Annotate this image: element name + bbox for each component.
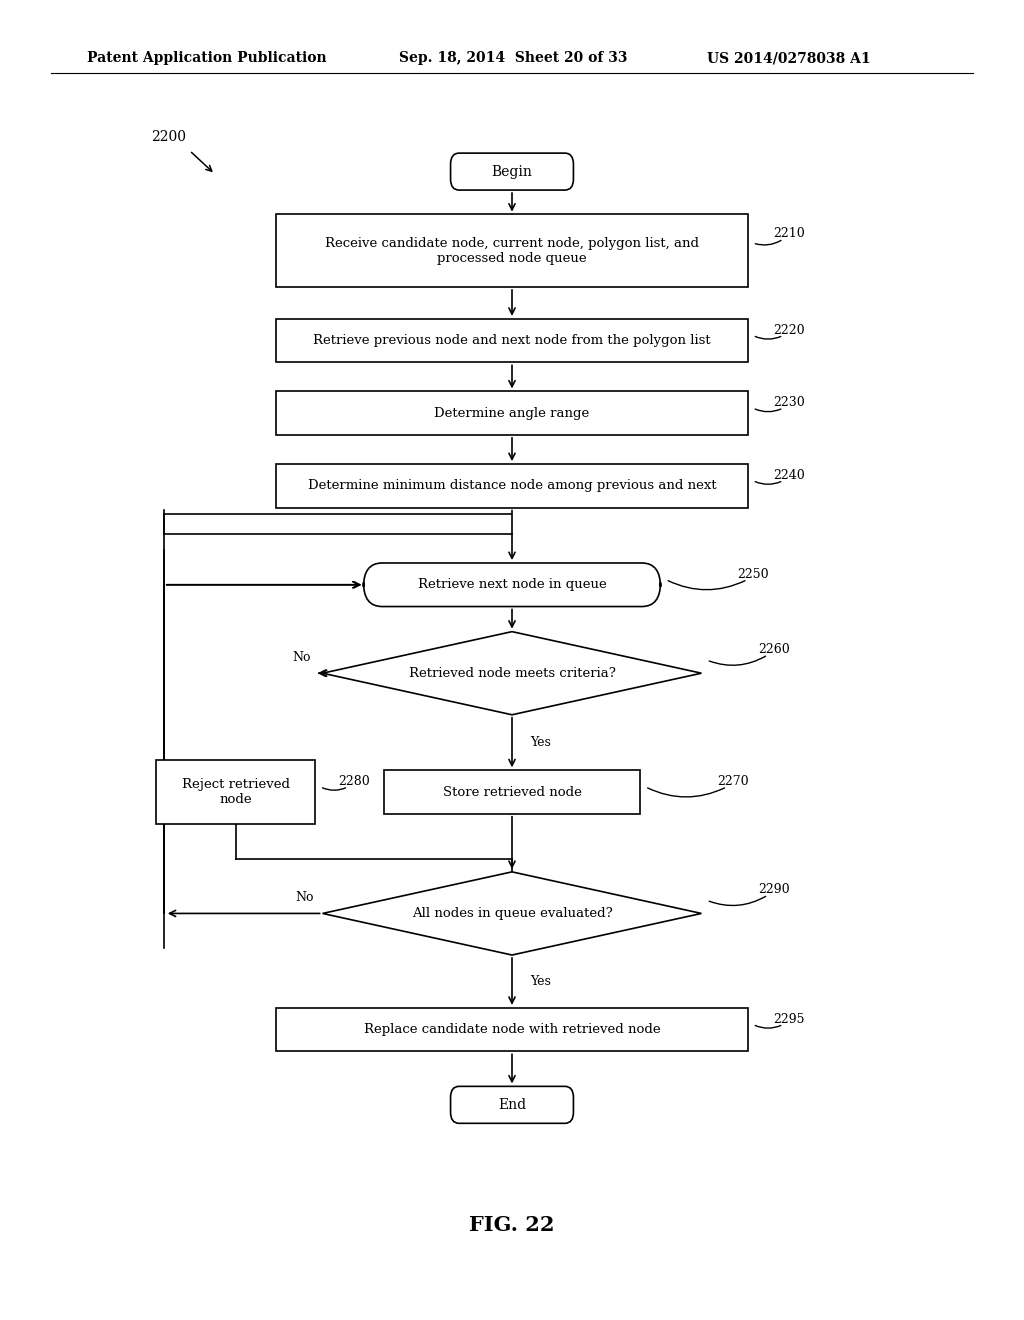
Text: Patent Application Publication: Patent Application Publication [87,51,327,65]
Text: Retrieved node meets criteria?: Retrieved node meets criteria? [409,667,615,680]
Bar [276,463,748,507]
Bar [276,318,748,362]
FancyBboxPatch shape [364,562,660,606]
Text: Yes: Yes [530,975,551,987]
Polygon shape [323,871,701,956]
Text: Begin: Begin [492,165,532,178]
FancyBboxPatch shape [451,1086,573,1123]
Text: Replace candidate node with retrieved node: Replace candidate node with retrieved no… [364,1023,660,1036]
Text: Sep. 18, 2014  Sheet 20 of 33: Sep. 18, 2014 Sheet 20 of 33 [399,51,628,65]
Text: 2270: 2270 [717,775,749,788]
Bar [276,214,748,286]
Text: 2290: 2290 [758,883,790,896]
Bar [276,391,748,434]
Text: All nodes in queue evaluated?: All nodes in queue evaluated? [412,907,612,920]
Text: Yes: Yes [530,737,551,748]
Text: 2280: 2280 [338,775,370,788]
Text: 2220: 2220 [773,323,805,337]
Text: 2200: 2200 [152,131,186,144]
Text: Receive candidate node, current node, polygon list, and
processed node queue: Receive candidate node, current node, po… [325,236,699,265]
Text: Determine angle range: Determine angle range [434,407,590,420]
Text: 2295: 2295 [773,1012,805,1026]
Polygon shape [323,632,701,715]
Text: Determine minimum distance node among previous and next: Determine minimum distance node among pr… [307,479,717,492]
Text: 2240: 2240 [773,469,805,482]
Text: 2230: 2230 [773,396,805,409]
Bar [384,771,640,813]
Text: Retrieve previous node and next node from the polygon list: Retrieve previous node and next node fro… [313,334,711,347]
Text: FIG. 22: FIG. 22 [469,1214,555,1236]
Text: Store retrieved node: Store retrieved node [442,785,582,799]
FancyBboxPatch shape [451,153,573,190]
Text: 2250: 2250 [737,568,769,581]
Text: No: No [295,891,313,904]
Text: Reject retrieved
node: Reject retrieved node [181,777,290,807]
Text: 2260: 2260 [758,643,790,656]
Bar [157,760,315,824]
Text: US 2014/0278038 A1: US 2014/0278038 A1 [707,51,870,65]
Text: 2210: 2210 [773,227,805,240]
Bar [276,1008,748,1051]
Text: End: End [498,1098,526,1111]
Text: No: No [293,651,311,664]
Text: Retrieve next node in queue: Retrieve next node in queue [418,578,606,591]
